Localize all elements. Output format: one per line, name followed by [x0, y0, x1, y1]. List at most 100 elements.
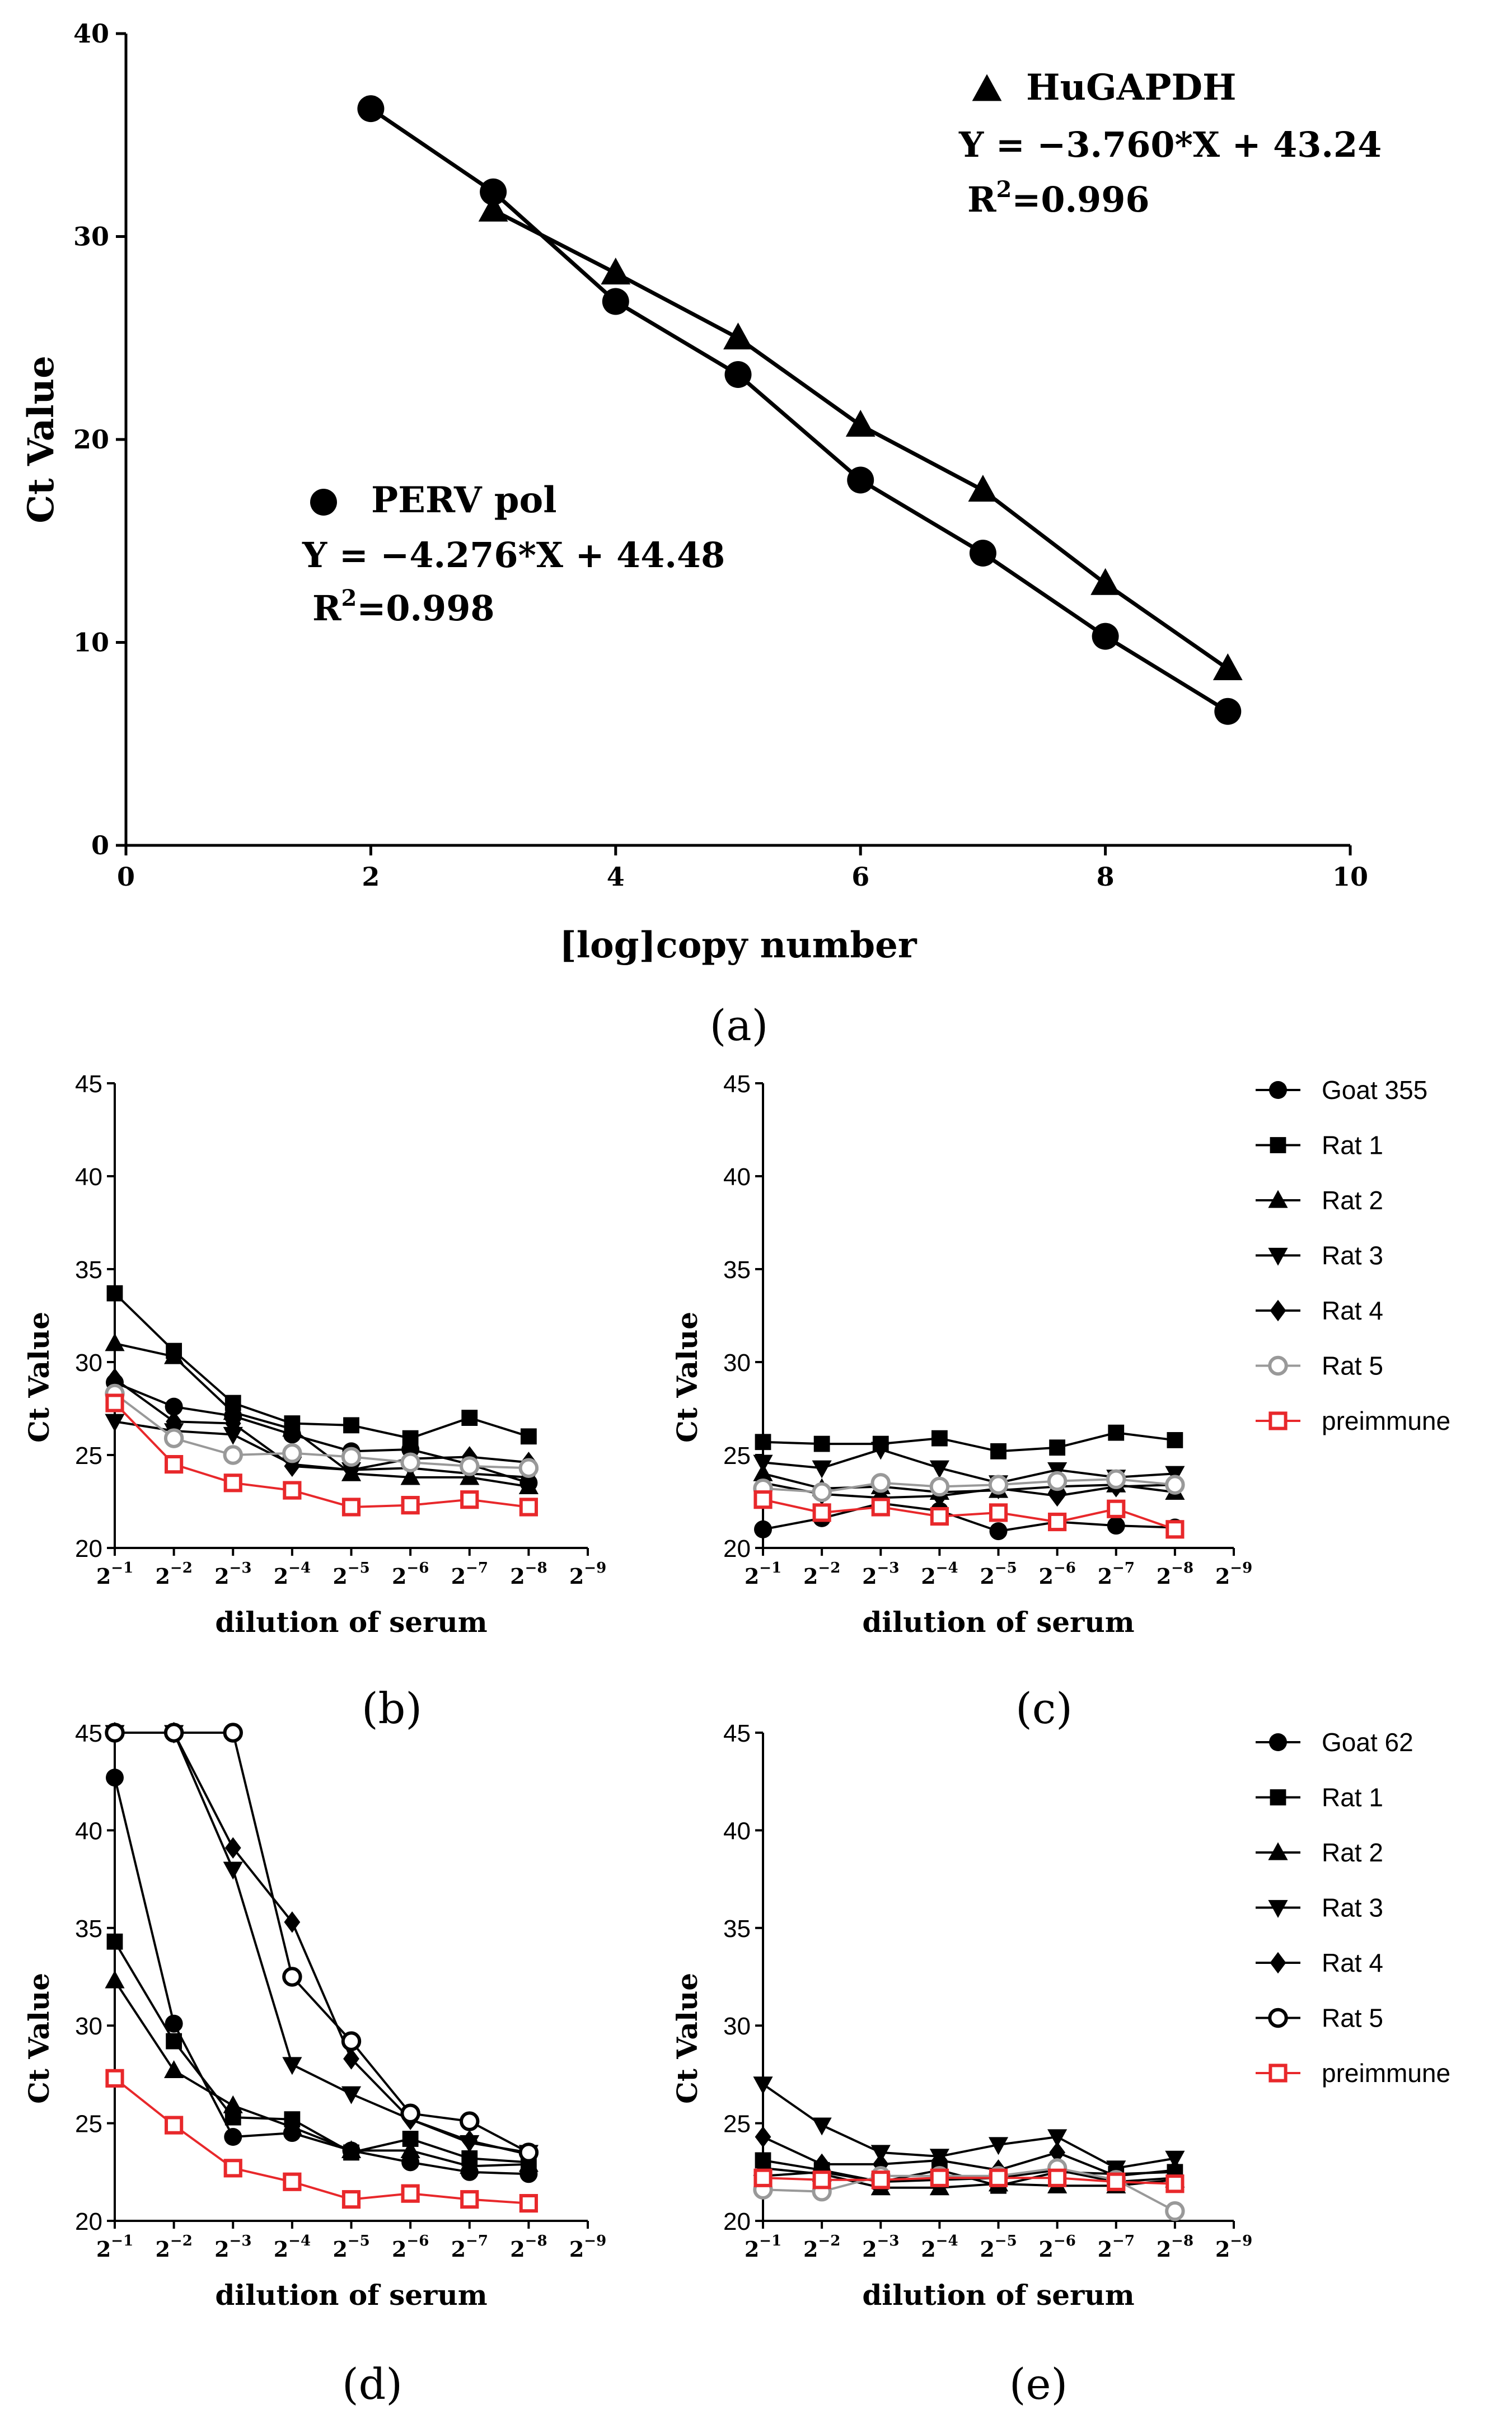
data-point: [460, 2155, 480, 2174]
data-point: [988, 2137, 1009, 2155]
x-tick-base: 2: [274, 2237, 288, 2262]
series-rat-4: [106, 1721, 537, 2165]
data-point: [163, 1428, 184, 1448]
x-tick-base: 2: [803, 1564, 818, 1589]
data-point: [1107, 1517, 1125, 1535]
legend-label: preimmune: [1322, 1406, 1450, 1435]
legend-triangle-icon: [1268, 1190, 1288, 1208]
x-tick-label: 2−3: [862, 1560, 899, 1589]
y-tick-label: 30: [723, 2013, 751, 2040]
series-rat-3: [105, 1725, 539, 2163]
panel-a: 0 10 20 30 40 0 2 4 6 8 10 [log]copy number Ct Value…: [20, 18, 1382, 966]
x-tick-base: 2: [862, 1564, 877, 1589]
data-point: [283, 1481, 302, 1500]
x-tick-exponent: −5: [995, 1560, 1017, 1576]
data-point: [812, 1460, 832, 1479]
x-tick-base: 2: [1157, 1564, 1171, 1589]
legend-triangle-down-icon: [1268, 1900, 1288, 1918]
data-point: [478, 194, 508, 222]
legend-marker-circle-icon: [310, 489, 337, 516]
data-point: [166, 1411, 182, 1433]
x-tick-label: 2−2: [155, 2233, 192, 2262]
x-tick-label: 2−9: [569, 1560, 606, 1589]
legend-label: preimmune: [1322, 2059, 1450, 2088]
x-tick-base: 2: [155, 1564, 170, 1589]
x-tick-exponent: −4: [288, 1560, 311, 1576]
data-point: [929, 1476, 950, 1497]
x-tick-exponent: −7: [466, 1560, 488, 1576]
x-tick-label: 2−6: [1038, 1560, 1075, 1589]
y-tick-label: 30: [723, 1349, 751, 1377]
y-tick-label: 30: [75, 1349, 102, 1377]
data-point: [1092, 623, 1119, 650]
x-tick-base: 2: [1098, 1564, 1112, 1589]
data-point: [990, 1443, 1007, 1459]
data-point: [812, 1482, 832, 1503]
data-point: [929, 1460, 949, 1479]
legend-label: Rat 1: [1322, 1783, 1383, 1812]
y-tick-label: 25: [723, 2111, 751, 2138]
x-tick-label: 2−7: [451, 2233, 488, 2262]
x-tick-exponent: −9: [584, 1560, 606, 1576]
y-axis-label: Ct Value: [22, 1973, 55, 2104]
y-axis-label: Ct Value: [20, 355, 62, 523]
data-point: [163, 1723, 184, 1743]
data-point: [460, 1490, 479, 1509]
data-point: [845, 410, 876, 437]
data-point: [106, 1933, 123, 1950]
x-tick-label: 2−6: [392, 1560, 429, 1589]
data-point: [754, 1520, 772, 1538]
y-axis-label: Ct Value: [671, 1973, 704, 2104]
x-tick-base: 2: [214, 2237, 229, 2262]
x-tick-base: 2: [862, 2237, 877, 2262]
x-tick-label: 2−2: [155, 1560, 192, 1589]
data-point: [520, 1428, 537, 1445]
x-tick-label: 8: [1097, 862, 1115, 892]
x-tick-base: 2: [1157, 2237, 1171, 2262]
x-tick-label: 2−1: [96, 1560, 133, 1589]
data-point: [105, 2069, 124, 2088]
data-point: [1090, 568, 1120, 595]
data-point: [223, 1445, 243, 1465]
x-tick-base: 2: [96, 2237, 111, 2262]
x-tick-label: 4: [607, 862, 625, 892]
data-point: [105, 1414, 125, 1432]
x-tick-label: 2−5: [333, 1560, 369, 1589]
data-point: [753, 1454, 773, 1473]
data-point: [1213, 653, 1243, 681]
data-point: [812, 2170, 831, 2190]
series-line: [115, 1732, 529, 2156]
panel-label: (e): [1009, 2359, 1068, 2409]
data-point: [1107, 1499, 1126, 1518]
y-tick-label: 45: [75, 1720, 102, 1747]
x-tick-base: 2: [921, 1564, 935, 1589]
data-point: [870, 1473, 891, 1493]
legend-top: Goat 355 Rat 1 Rat 2 Rat 3 Rat 4 Rat 5 preimmu…: [1256, 1075, 1450, 1435]
x-tick-exponent: −1: [759, 2233, 781, 2249]
x-tick-exponent: −7: [1112, 2233, 1135, 2249]
legend-label: Goat 355: [1322, 1075, 1427, 1105]
series-line: [114, 1292, 529, 1440]
data-point: [343, 1459, 359, 1481]
legend-label: Rat 3: [1322, 1893, 1383, 1922]
data-point: [223, 1723, 243, 1743]
annotation-perv-pol: PERV pol Y = −4.276*X + 44.48 R2=0.998: [302, 479, 725, 629]
x-tick-label: 10: [1332, 862, 1368, 892]
series-line: [762, 2136, 1176, 2177]
series-perv-pol: [357, 95, 1242, 725]
legend-triangle-icon: [1268, 1842, 1288, 1860]
data-point: [343, 1417, 359, 1434]
x-axis-label: dilution of serum: [862, 2279, 1134, 2312]
legend-circle-open-icon: [1268, 1355, 1288, 1376]
data-point: [518, 2142, 539, 2163]
data-point: [813, 2153, 830, 2176]
x-axis-label: dilution of serum: [215, 1606, 487, 1639]
y-tick-label: 45: [723, 1070, 751, 1098]
data-point: [224, 2128, 242, 2146]
x-tick-exponent: −7: [466, 2233, 488, 2249]
data-point: [357, 95, 385, 123]
x-tick-base: 2: [274, 1564, 288, 1589]
legend-square-open-icon: [1268, 2064, 1288, 2083]
data-point: [341, 2140, 362, 2159]
data-point: [105, 1723, 125, 1743]
